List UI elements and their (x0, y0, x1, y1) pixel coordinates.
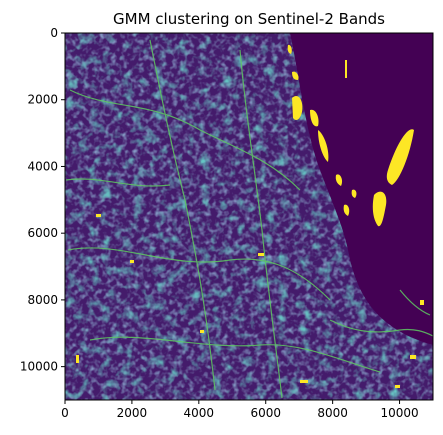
x-axis: 0 2000 4000 6000 8000 10000 (61, 400, 419, 420)
axes-frame (64, 32, 434, 401)
plot-area (65, 33, 433, 400)
bright-cluster-features (287, 44, 414, 227)
x-tick-label: 10000 (380, 406, 418, 420)
y-tick-label: 8000 (27, 293, 58, 307)
y-tick-label: 0 (50, 26, 58, 40)
y-axis: 0 2000 4000 6000 8000 10000 (20, 26, 65, 374)
y-tick-label: 6000 (27, 226, 58, 240)
y-tick-label: 10000 (20, 360, 58, 374)
x-tick-label: 4000 (184, 406, 215, 420)
x-tick-label: 0 (61, 406, 69, 420)
x-tick-label: 6000 (250, 406, 281, 420)
y-tick-label: 2000 (27, 93, 58, 107)
chart-title: GMM clustering on Sentinel-2 Bands (113, 10, 385, 28)
bright-speckles (76, 60, 424, 388)
x-tick-label: 2000 (117, 406, 148, 420)
x-tick-label: 8000 (317, 406, 348, 420)
y-tick-label: 4000 (27, 159, 58, 173)
light-cluster-features (65, 39, 433, 399)
